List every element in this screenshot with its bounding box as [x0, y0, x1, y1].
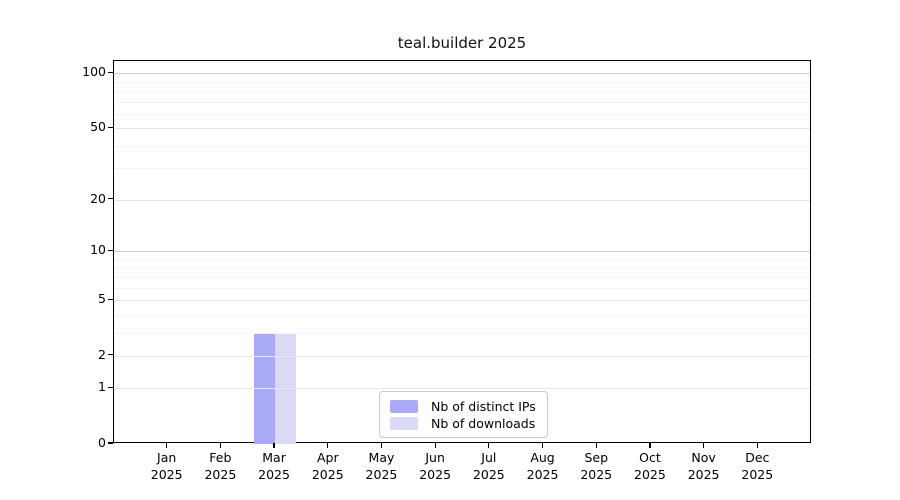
y-tick-2: [108, 354, 113, 356]
gridline-minor-40: [114, 145, 810, 147]
legend: Nb of distinct IPs Nb of downloads: [379, 391, 548, 438]
y-tick-label-50: 50: [90, 119, 106, 135]
x-tick-label-dec: Dec 2025: [741, 450, 774, 482]
y-tick-20: [108, 197, 113, 200]
gridline-major-1: [114, 388, 810, 390]
gridline-minor-30: [114, 168, 810, 170]
chart-title: teal.builder 2025: [397, 34, 527, 52]
x-tick-may: [380, 443, 383, 448]
x-tick-label-jun: Jun 2025: [419, 450, 452, 482]
y-tick-100: [108, 71, 113, 74]
gridline-minor-80: [114, 91, 810, 93]
legend-label-downloads: Nb of downloads: [431, 416, 536, 431]
x-tick-dec: [756, 443, 758, 448]
x-tick-jan: [166, 443, 168, 448]
x-tick-mar: [273, 443, 275, 448]
x-tick-jul: [488, 443, 490, 448]
legend-swatch-distinct-ips: [390, 400, 418, 413]
x-tick-sep: [595, 443, 597, 448]
gridline-minor-8: [114, 267, 810, 269]
x-tick-apr: [327, 443, 329, 448]
y-tick-10: [108, 249, 113, 252]
y-tick-label-2: 2: [98, 346, 106, 362]
x-tick-label-mar: Mar 2025: [258, 450, 290, 482]
legend-swatch-downloads: [390, 417, 418, 430]
x-tick-label-oct: Oct 2025: [634, 450, 666, 482]
gridline-major-5: [114, 300, 810, 302]
x-tick-aug: [541, 443, 544, 448]
legend-item-downloads: Nb of downloads: [390, 416, 537, 431]
x-tick-label-may: May 2025: [365, 450, 398, 482]
legend-item-distinct-ips: Nb of distinct IPs: [390, 399, 537, 414]
x-tick-label-aug: Aug 2025: [526, 450, 559, 482]
y-tick-50: [108, 126, 113, 128]
gridline-major-20: [114, 199, 810, 201]
x-tick-label-sep: Sep 2025: [580, 450, 613, 482]
y-tick-label-1: 1: [98, 379, 106, 395]
x-tick-oct: [649, 443, 651, 448]
y-tick-5: [108, 298, 113, 300]
x-tick-feb: [219, 443, 222, 448]
plot-area: Nb of distinct IPs Nb of downloads: [113, 60, 811, 444]
legend-label-distinct-ips: Nb of distinct IPs: [431, 399, 536, 414]
x-tick-label-apr: Apr 2025: [311, 450, 344, 482]
y-tick-label-100: 100: [82, 64, 106, 80]
x-tick-label-jan: Jan 2025: [150, 450, 183, 482]
gridline-minor-70: [114, 101, 810, 103]
gridline-minor-7: [114, 277, 810, 279]
x-tick-label-feb: Feb 2025: [204, 450, 237, 482]
x-tick-label-jul: Jul 2025: [472, 450, 505, 482]
x-tick-label-nov: Nov 2025: [687, 450, 720, 482]
y-tick-label-20: 20: [90, 190, 106, 206]
x-tick-nov: [702, 443, 705, 448]
gridline-minor-4: [114, 314, 810, 316]
y-tick-label-5: 5: [98, 291, 106, 307]
gridline-strong-10: [114, 251, 810, 253]
y-tick-1: [108, 386, 113, 388]
gridline-major-50: [114, 128, 810, 130]
gridline-minor-6: [114, 287, 810, 289]
gridline-strong-100: [114, 73, 810, 75]
gridline-minor-9: [114, 259, 810, 261]
y-tick-0: [108, 442, 113, 444]
y-tick-label-0: 0: [98, 435, 106, 450]
x-tick-jun: [434, 443, 436, 448]
gridline-minor-60: [114, 113, 810, 115]
gridline-major-2: [114, 355, 810, 357]
gridline-minor-3: [114, 332, 810, 334]
y-tick-label-10: 10: [90, 242, 106, 258]
gridline-minor-90: [114, 81, 810, 83]
